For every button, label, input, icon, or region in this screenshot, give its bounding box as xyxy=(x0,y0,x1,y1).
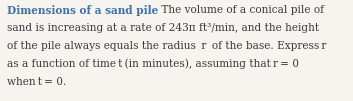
Text: The volume of a conical pile of: The volume of a conical pile of xyxy=(158,5,324,15)
Text: as a function of time t (in minutes), assuming that r = 0: as a function of time t (in minutes), as… xyxy=(7,59,299,69)
Text: when t = 0.: when t = 0. xyxy=(7,77,66,87)
Text: sand is increasing at a rate of 243π ft³/min, and the height: sand is increasing at a rate of 243π ft³… xyxy=(7,23,319,33)
Text: Dimensions of a sand pile: Dimensions of a sand pile xyxy=(7,5,158,16)
Text: of the pile always equals the radius  r  of the base. Express r: of the pile always equals the radius r o… xyxy=(7,41,327,51)
